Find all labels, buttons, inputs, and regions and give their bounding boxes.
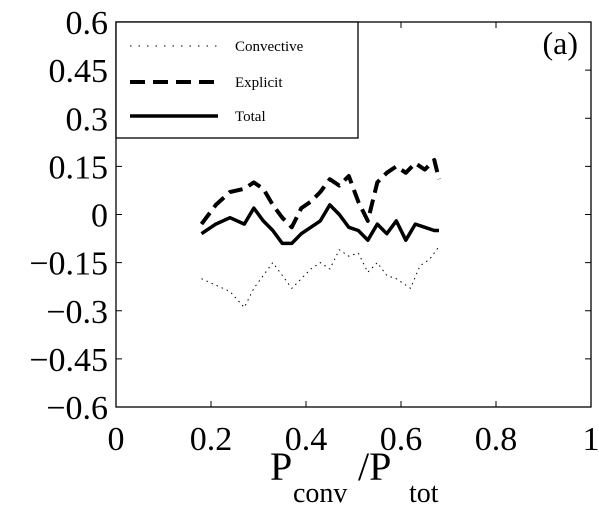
x-axis-label-sub-tot: tot bbox=[409, 478, 439, 509]
y-tick-label: −0.45 bbox=[29, 342, 108, 379]
series-line-convective bbox=[201, 246, 440, 308]
legend-convective-label: Convective bbox=[235, 39, 304, 55]
series-line-total bbox=[200, 203, 439, 246]
x-axis-label-sub-conv: conv bbox=[293, 478, 347, 509]
x-tick-label: 0.2 bbox=[190, 421, 233, 458]
legend-explicit-label: Explicit bbox=[235, 75, 283, 91]
x-axis-label: P conv /P tot bbox=[270, 444, 439, 509]
x-tick-label: 0.6 bbox=[380, 421, 423, 458]
y-tick-label: −0.15 bbox=[29, 246, 108, 283]
series-layer bbox=[199, 158, 441, 308]
legend: Convective Explicit Total bbox=[115, 21, 359, 139]
y-tick-label: −0.3 bbox=[46, 294, 108, 331]
y-tick-label: 0.3 bbox=[66, 101, 109, 138]
y-tick-label: 0.15 bbox=[49, 149, 109, 186]
ticks-layer: 0 0.2 0.4 0.6 0.8 1 −0.6 −0.45 −0.3 −0.15 0 0.15 0.3… bbox=[29, 5, 599, 458]
x-tick-label: 1 bbox=[583, 421, 599, 458]
x-axis-label-main: P bbox=[270, 444, 292, 489]
x-tick-label: 0 bbox=[108, 421, 125, 458]
x-tick-label: 0.4 bbox=[285, 421, 328, 458]
x-axis-label-separator: /P bbox=[358, 444, 391, 489]
y-tick-label: −0.6 bbox=[46, 390, 108, 427]
series-line-explicit bbox=[199, 158, 441, 230]
x-tick-label: 0.8 bbox=[475, 421, 518, 458]
y-tick-label: 0.6 bbox=[66, 5, 109, 42]
y-tick-label: 0 bbox=[91, 198, 108, 235]
y-tick-label: 0.45 bbox=[49, 53, 109, 90]
legend-total-label: Total bbox=[235, 109, 266, 125]
panel-label: (a) bbox=[542, 25, 578, 61]
